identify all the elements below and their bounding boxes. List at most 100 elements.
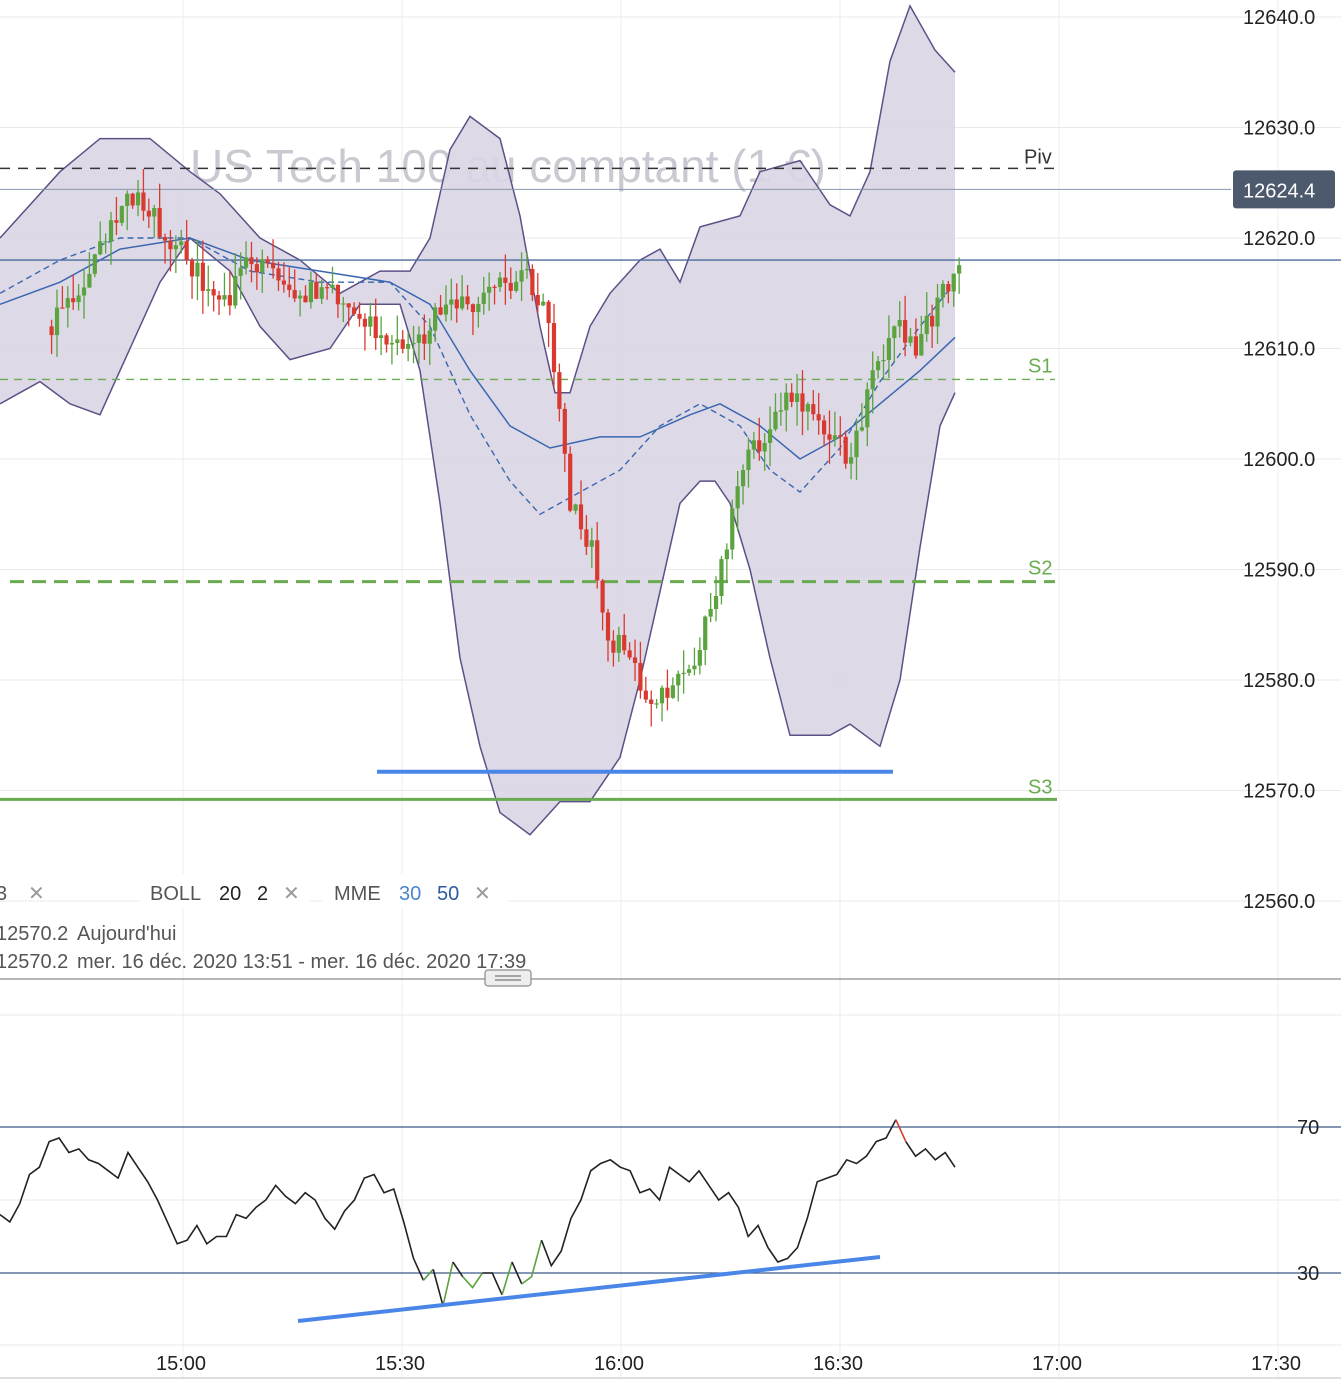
candle-down xyxy=(281,280,286,285)
mme-50-line xyxy=(0,237,956,460)
candle-down xyxy=(578,504,584,530)
candle-up xyxy=(152,207,157,217)
time-tick-label: 16:30 xyxy=(813,1353,863,1375)
candle-up xyxy=(697,649,702,666)
candle-down xyxy=(551,323,557,373)
candle-up xyxy=(389,342,395,345)
candle-down xyxy=(422,334,427,344)
candle-down xyxy=(454,299,459,309)
candle-up xyxy=(103,241,108,243)
candle-down xyxy=(400,339,405,349)
legend-row2-value: 12570.2 xyxy=(0,951,68,973)
candle-down xyxy=(216,295,222,300)
mme-legend-box[interactable] xyxy=(322,874,508,908)
candle-down xyxy=(492,286,497,288)
candle-up xyxy=(681,672,686,675)
candle-down xyxy=(162,237,168,241)
s1-label: S1 xyxy=(1028,355,1052,377)
candle-up xyxy=(730,508,735,550)
price-axis[interactable]: 12640.0 12630.0 12620.0 12610.0 12600.0 12590… xyxy=(1233,7,1335,913)
candle-down xyxy=(141,192,146,211)
candle-down xyxy=(843,436,848,464)
candle-up xyxy=(940,284,946,298)
rsi-line xyxy=(895,1119,907,1142)
candle-down xyxy=(946,284,951,292)
candle-up xyxy=(260,259,265,273)
candle-up xyxy=(308,281,313,303)
bollinger-bands xyxy=(0,4,956,836)
candle-up xyxy=(108,220,114,242)
remove-boll-icon[interactable]: ✕ xyxy=(283,881,300,905)
candle-up xyxy=(767,429,773,443)
current-price-badge xyxy=(1233,170,1335,209)
candle-up xyxy=(876,361,881,371)
boll-legend-box[interactable] xyxy=(140,874,310,908)
ema-lines xyxy=(0,237,956,516)
candle-down xyxy=(346,303,351,308)
price-tick-label: 12580.0 xyxy=(1243,670,1315,692)
candle-up xyxy=(243,257,249,268)
candle-up xyxy=(87,273,92,288)
candle-up xyxy=(395,339,400,343)
candle-up xyxy=(238,267,243,276)
candle-down xyxy=(211,289,216,296)
bollinger-upper xyxy=(0,4,956,394)
candle-up xyxy=(773,411,778,430)
candle-up xyxy=(541,301,546,306)
candle-down xyxy=(903,319,908,343)
rsi-tick-label: 70 xyxy=(1297,1117,1319,1139)
s3-label: S3 xyxy=(1028,776,1052,798)
candle-down xyxy=(352,307,357,314)
candle-down xyxy=(816,414,821,421)
candle-up xyxy=(784,392,789,411)
rsi-line xyxy=(482,1272,503,1296)
candle-down xyxy=(227,295,232,306)
candle-up xyxy=(135,192,141,206)
candle-up xyxy=(589,540,594,547)
candle-up xyxy=(919,334,924,356)
candle-up xyxy=(724,549,729,560)
candle-up xyxy=(81,287,87,296)
candle-down xyxy=(254,264,259,273)
candle-down xyxy=(276,268,281,281)
legend-row1-value: 12570.2 xyxy=(0,923,68,945)
candle-up xyxy=(832,435,837,440)
candle-down xyxy=(632,657,638,663)
boll-deviation: 2 xyxy=(257,883,268,905)
rsi-line xyxy=(432,1269,444,1307)
candle-up xyxy=(751,440,756,450)
candle-down xyxy=(535,295,540,306)
price-tick-label: 12640.0 xyxy=(1243,7,1315,29)
remove-mme-icon[interactable]: ✕ xyxy=(474,881,491,905)
mme-fast-period: 30 xyxy=(399,883,421,905)
candle-up xyxy=(676,673,681,686)
candle-up xyxy=(854,430,859,458)
rsi-line xyxy=(0,1137,425,1281)
candle-up xyxy=(573,504,578,511)
candle-up xyxy=(778,410,783,412)
pane-resize-handle[interactable] xyxy=(484,969,532,987)
boll-period: 20 xyxy=(219,883,241,905)
time-tick-label: 16:00 xyxy=(594,1353,644,1375)
rsi-pane: 70 30 xyxy=(0,1117,1341,1323)
legend-row1-label: Aujourd'hui xyxy=(77,923,176,945)
candle-up xyxy=(703,616,708,650)
candle-down xyxy=(595,540,600,581)
candle-up xyxy=(449,299,454,305)
rsi-line xyxy=(905,1141,956,1168)
candle-up xyxy=(924,315,929,335)
candle-down xyxy=(60,307,65,309)
candle-up xyxy=(654,703,659,705)
candle-down xyxy=(184,241,189,260)
candle-down xyxy=(530,268,535,296)
time-axis[interactable]: 15:00 15:30 16:00 16:30 17:00 17:30 xyxy=(156,1353,1301,1375)
candle-down xyxy=(114,220,119,223)
candle-down xyxy=(562,408,567,454)
candle-up xyxy=(54,307,60,336)
remove-indicator-icon[interactable]: ✕ xyxy=(28,881,45,905)
candle-up xyxy=(206,289,211,291)
price-tick-label: 12560.0 xyxy=(1243,891,1315,913)
candle-up xyxy=(951,273,956,292)
candle-down xyxy=(503,277,508,283)
